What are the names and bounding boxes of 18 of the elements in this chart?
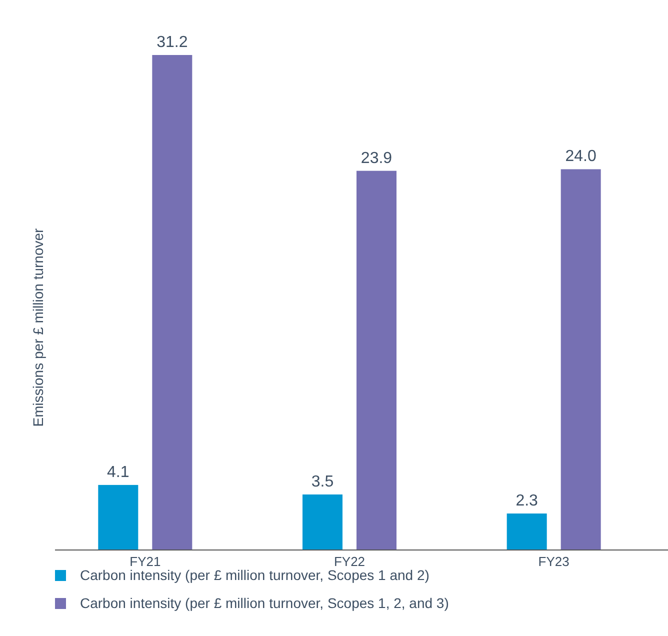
data-label: 4.1 — [107, 464, 130, 481]
bar — [302, 494, 342, 550]
legend-label: Carbon intensity (per £ million turnover, Scopes 1, 2, and 3) — [80, 595, 449, 611]
data-label: 3.5 — [311, 473, 334, 490]
bar — [560, 169, 601, 550]
y-axis-title: Emissions per £ million turnover — [30, 228, 46, 427]
data-label: 24.0 — [565, 148, 597, 166]
bar — [506, 514, 547, 550]
bar — [356, 170, 396, 550]
x-tick-label: FY23 — [538, 554, 570, 569]
x-tick-label: FY21 — [130, 554, 161, 569]
data-label: 23.9 — [360, 150, 392, 167]
data-label: 2.3 — [516, 492, 538, 510]
bar — [98, 484, 138, 550]
x-tick-label: FY22 — [334, 554, 366, 569]
data-label: 31.2 — [156, 34, 188, 51]
bar — [152, 55, 192, 550]
legend-label: Carbon intensity (per £ million turnover, Scopes 1 and 2) — [80, 567, 430, 583]
